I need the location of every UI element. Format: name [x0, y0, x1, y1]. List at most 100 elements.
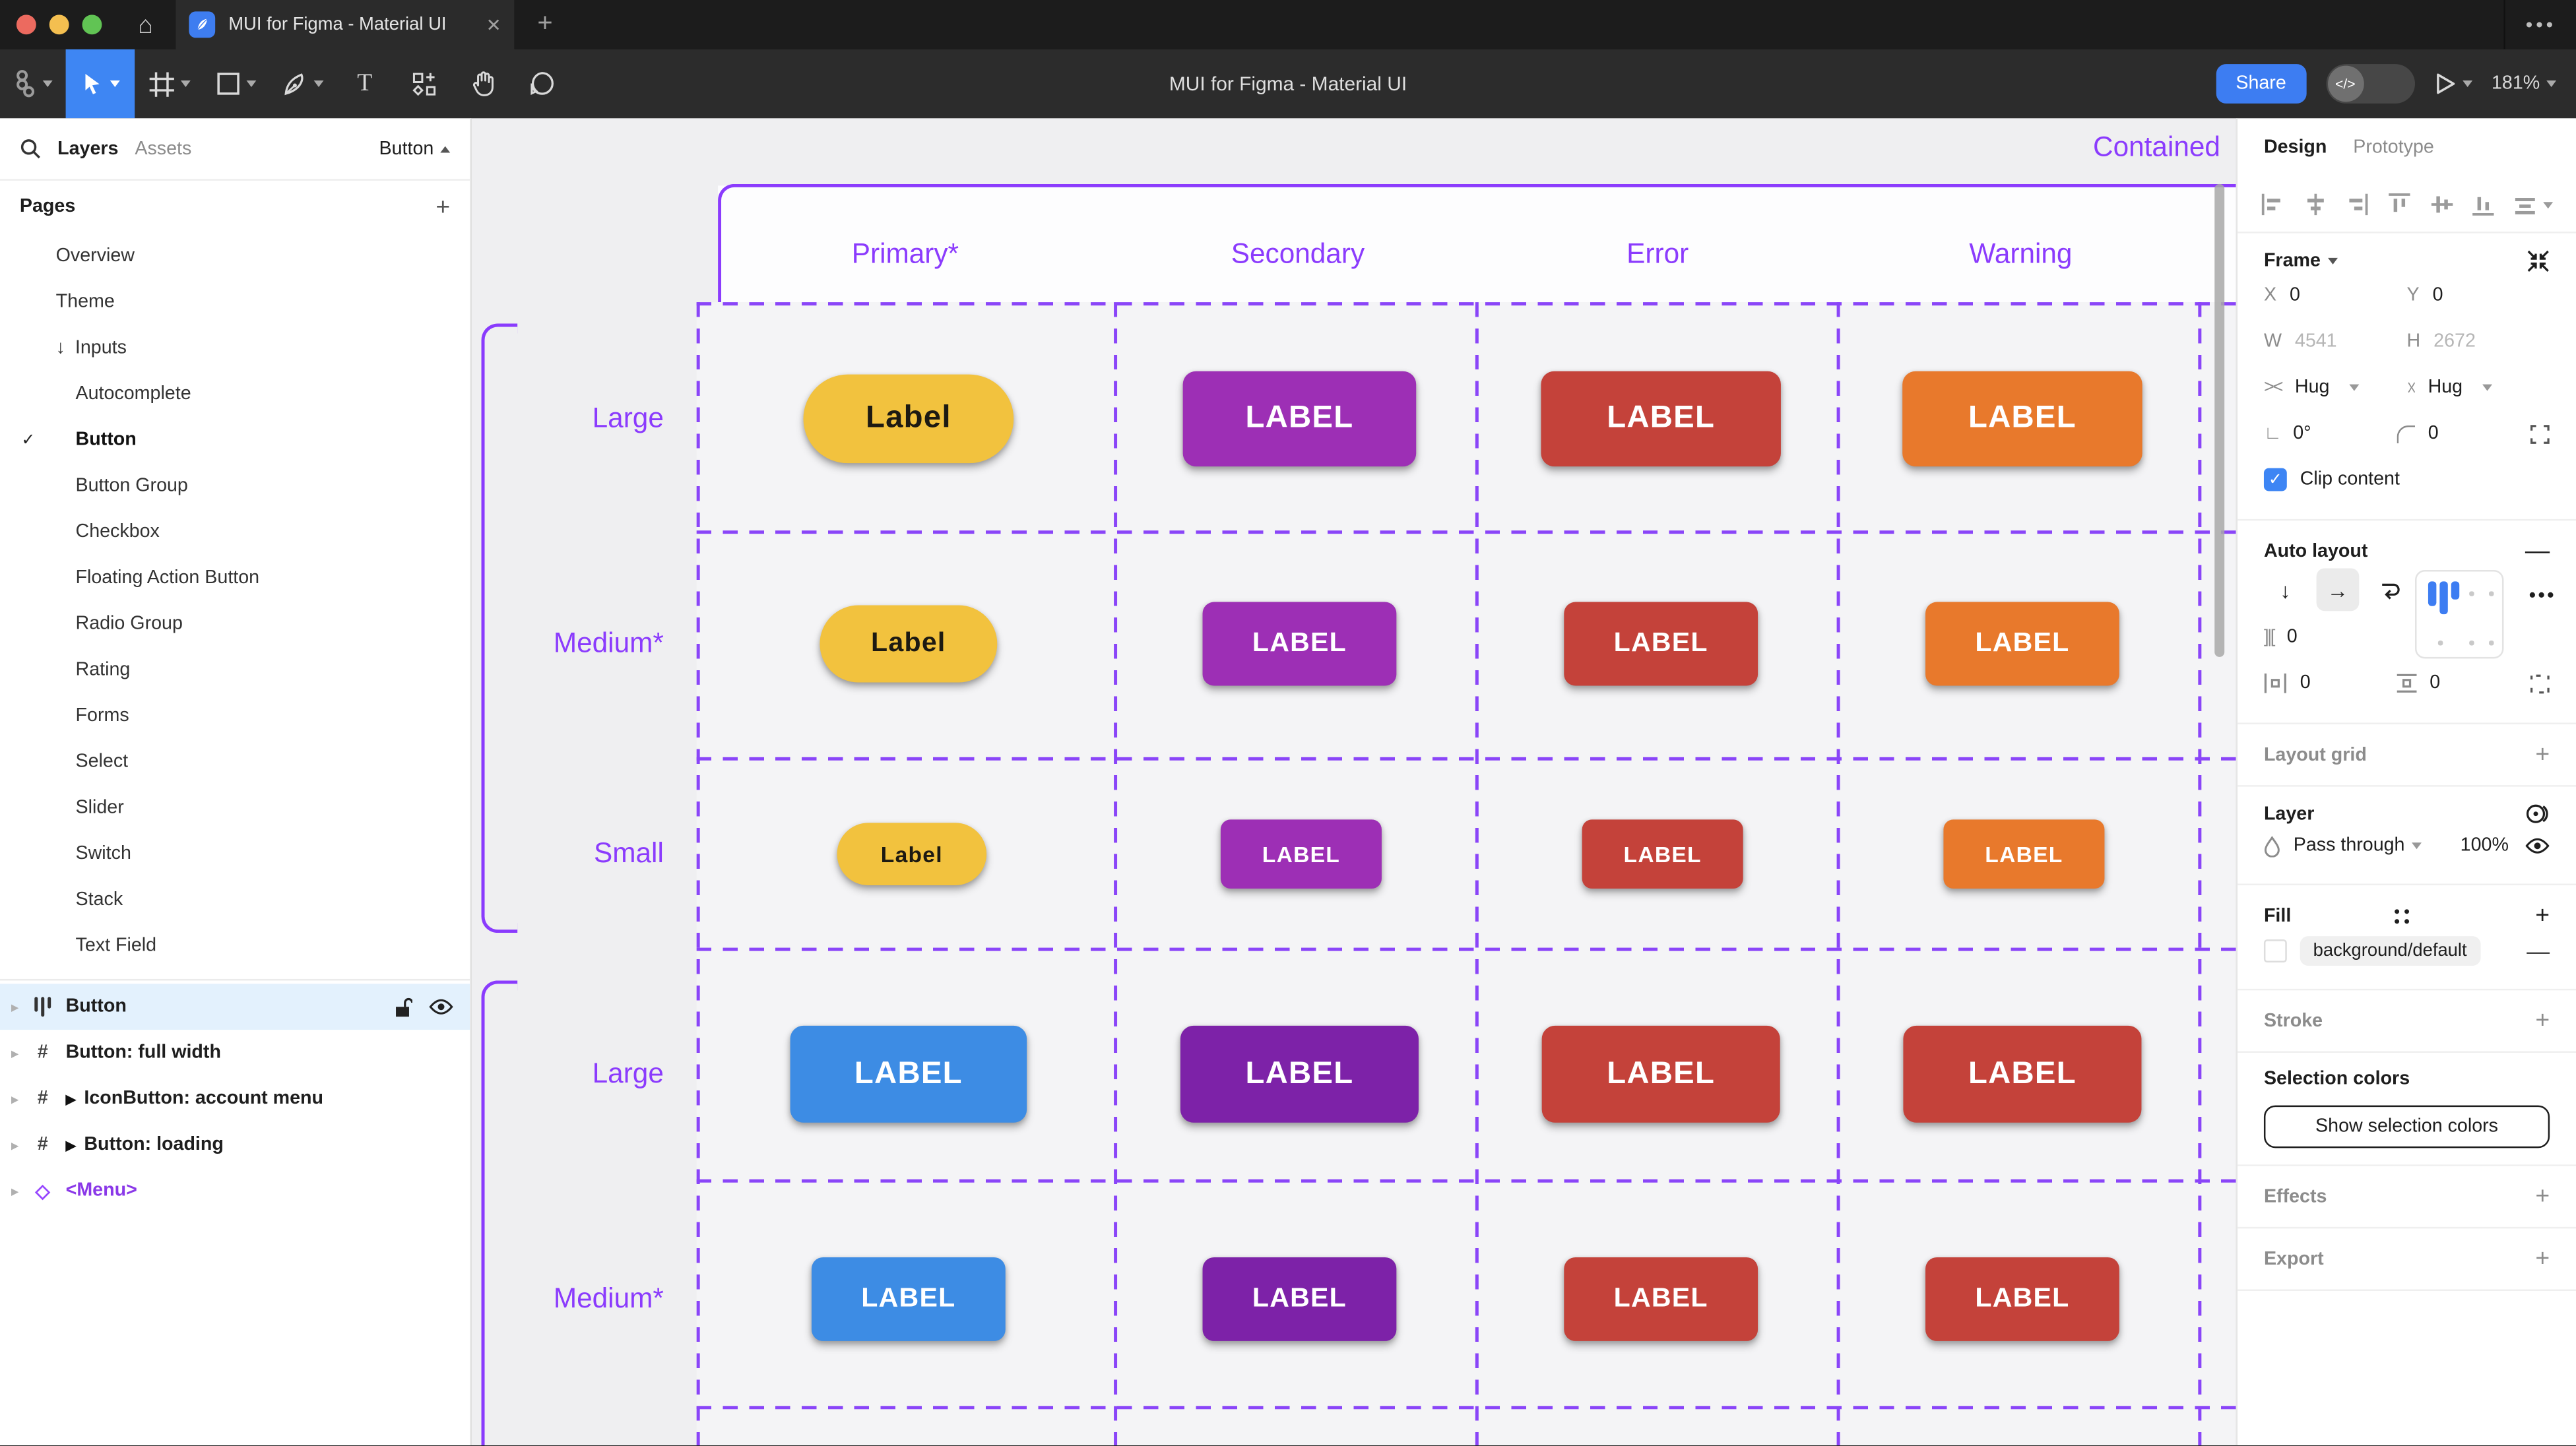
present-button[interactable] — [2434, 49, 2472, 119]
add-page-button[interactable]: + — [435, 193, 451, 221]
zoom-level-control[interactable]: 181% — [2492, 74, 2557, 94]
tab-design[interactable]: Design — [2263, 138, 2327, 158]
layout-vertical-button[interactable]: ↓ — [2280, 577, 2291, 602]
page-item-button-group[interactable]: Button Group — [75, 476, 188, 496]
frame-tool-button[interactable] — [135, 49, 204, 119]
maximize-window-button[interactable] — [82, 15, 102, 35]
canvas-scrollbar[interactable] — [2214, 183, 2225, 657]
page-item-stack[interactable]: Stack — [75, 890, 123, 910]
page-item-switch[interactable]: Switch — [75, 844, 131, 864]
layout-horizontal-button[interactable]: → — [2316, 568, 2360, 612]
align-horizontal-center-icon[interactable] — [2303, 192, 2327, 216]
blend-mode-select[interactable]: Pass through — [2293, 836, 2405, 856]
y-input[interactable]: 0 — [2432, 286, 2443, 306]
shape-tool-button[interactable] — [204, 49, 270, 119]
minimize-window-button[interactable] — [49, 15, 69, 35]
rotation-input[interactable]: 0° — [2293, 424, 2311, 444]
layer-row-iconbutton-account-menu[interactable]: ▸ # ▶ IconButton: account menu — [11, 1088, 324, 1109]
collapse-icon[interactable] — [2527, 249, 2550, 272]
styles-icon[interactable] — [2392, 906, 2412, 926]
button-contained[interactable]: LABEL — [811, 1257, 1006, 1341]
frame-title[interactable]: Contained — [2093, 131, 2221, 163]
layer-row-menu-component[interactable]: ▸ ◇ <Menu> — [0, 1168, 470, 1214]
canvas[interactable]: Contained Primary* Secondary Error Warni… — [471, 118, 2236, 1446]
main-menu-button[interactable] — [0, 49, 66, 119]
layout-wrap-button[interactable] — [2369, 568, 2412, 611]
button-contained[interactable]: LABEL — [1943, 819, 2105, 889]
button-contained[interactable]: LABEL — [1903, 1025, 2142, 1123]
button-contained[interactable]: Label — [803, 374, 1014, 464]
page-item-inputs[interactable]: ↓ Inputs — [55, 338, 127, 358]
frame-section-header[interactable]: Frame — [2263, 251, 2321, 271]
close-window-button[interactable] — [16, 15, 36, 35]
button-contained[interactable]: Label — [837, 823, 987, 886]
width-input[interactable]: 4541 — [2294, 331, 2337, 352]
align-top-icon[interactable] — [2387, 192, 2412, 216]
expand-caret-icon[interactable]: ▸ — [11, 1137, 18, 1152]
show-selection-colors-button[interactable]: Show selection colors — [2263, 1105, 2550, 1148]
tab-assets[interactable]: Assets — [135, 139, 192, 159]
layer-row-button-loading[interactable]: ▸ # ▶ Button: loading — [11, 1135, 224, 1155]
page-item-rating[interactable]: Rating — [75, 660, 131, 680]
button-contained[interactable]: LABEL — [1182, 371, 1417, 467]
page-item-theme[interactable]: Theme — [55, 292, 115, 313]
new-tab-button[interactable]: + — [537, 9, 553, 38]
page-item-overview[interactable]: Overview — [55, 246, 135, 267]
button-contained[interactable]: LABEL — [1541, 371, 1781, 467]
button-contained[interactable]: LABEL — [1582, 819, 1743, 889]
hand-tool-button[interactable] — [453, 49, 513, 119]
hug-vertical-select[interactable]: Hug — [2428, 377, 2463, 398]
home-icon[interactable]: ⌂ — [138, 11, 153, 39]
button-contained[interactable]: LABEL — [1220, 819, 1382, 889]
add-fill-button[interactable]: + — [2535, 901, 2550, 930]
clip-content-checkbox[interactable]: ✓ — [2263, 468, 2287, 491]
add-export-button[interactable]: + — [2535, 1245, 2550, 1273]
remove-fill-button[interactable]: — — [2527, 937, 2550, 964]
auto-layout-more-icon[interactable]: ••• — [2528, 586, 2557, 606]
tab-layers[interactable]: Layers — [57, 139, 119, 159]
add-layout-grid-button[interactable]: + — [2535, 740, 2550, 769]
height-input[interactable]: 2672 — [2433, 331, 2476, 352]
button-contained[interactable]: LABEL — [1180, 1025, 1419, 1123]
fill-token-chip[interactable]: background/default — [2300, 936, 2480, 966]
button-contained[interactable]: LABEL — [1925, 1257, 2119, 1341]
comment-tool-button[interactable] — [513, 49, 572, 119]
align-vertical-center-icon[interactable] — [2429, 192, 2453, 216]
independent-corners-icon[interactable] — [2530, 423, 2550, 444]
page-item-floating-action-button[interactable]: Floating Action Button — [75, 568, 260, 588]
button-contained[interactable]: LABEL — [1564, 1257, 1758, 1341]
layer-row-button[interactable]: ▸ Button — [0, 984, 470, 1030]
gap-input[interactable]: 0 — [2286, 627, 2298, 647]
page-item-forms[interactable]: Forms — [75, 706, 129, 726]
file-tab[interactable]: MUI for Figma - Material UI ✕ — [176, 0, 515, 49]
pen-tool-button[interactable] — [269, 49, 335, 119]
button-contained[interactable]: LABEL — [1925, 602, 2119, 686]
vertical-padding-input[interactable]: 0 — [2430, 673, 2441, 693]
page-item-text-field[interactable]: Text Field — [75, 936, 157, 957]
fill-swatch[interactable] — [2263, 939, 2287, 963]
add-effect-button[interactable]: + — [2535, 1182, 2550, 1210]
corner-radius-input[interactable]: 0 — [2428, 424, 2439, 444]
button-contained[interactable]: LABEL — [790, 1025, 1027, 1123]
expand-caret-icon[interactable]: ▸ — [11, 1045, 18, 1061]
text-tool-button[interactable]: T — [357, 69, 373, 96]
component-dropdown[interactable]: Button — [379, 139, 451, 158]
button-contained[interactable]: LABEL — [1202, 1257, 1397, 1341]
expand-caret-icon[interactable]: ▸ — [11, 1091, 18, 1106]
layer-row-button-full-width[interactable]: ▸ # Button: full width — [11, 1043, 221, 1063]
expand-caret-icon[interactable]: ▸ — [11, 999, 18, 1015]
align-bottom-icon[interactable] — [2471, 192, 2496, 216]
move-tool-button[interactable] — [65, 49, 135, 119]
unlock-icon[interactable] — [395, 996, 412, 1017]
page-item-checkbox[interactable]: Checkbox — [75, 522, 160, 542]
align-right-icon[interactable] — [2345, 192, 2369, 216]
align-left-icon[interactable] — [2261, 192, 2285, 216]
x-input[interactable]: 0 — [2289, 286, 2300, 306]
expand-caret-icon[interactable]: ▸ — [11, 1183, 18, 1199]
button-contained[interactable]: LABEL — [1902, 371, 2142, 467]
independent-padding-icon[interactable] — [2530, 673, 2550, 694]
add-stroke-button[interactable]: + — [2535, 1007, 2550, 1035]
dev-mode-toggle[interactable]: </> — [2325, 64, 2414, 104]
tab-prototype[interactable]: Prototype — [2353, 138, 2434, 158]
page-item-button[interactable]: ✓ Button — [21, 430, 137, 451]
